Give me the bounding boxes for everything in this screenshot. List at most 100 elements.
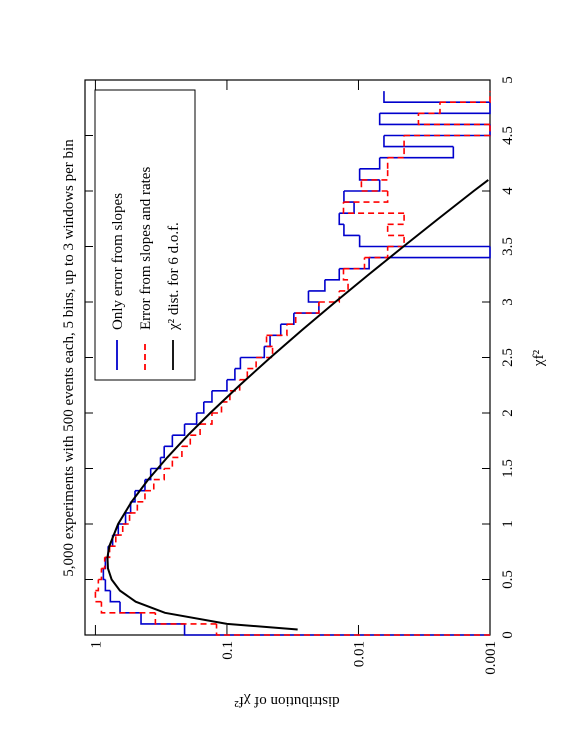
x-tick-label: 5	[500, 76, 516, 84]
y-axis-label: distribution of χf²	[234, 693, 340, 709]
curve	[106, 179, 489, 631]
histogram-step	[164, 457, 174, 470]
histogram-step	[439, 91, 491, 103]
y-tick-label: 0.1	[220, 641, 236, 660]
histogram-step	[339, 279, 349, 292]
histogram-step	[160, 446, 165, 459]
histogram-step	[109, 535, 117, 547]
histogram-step	[144, 479, 155, 492]
histogram-step	[343, 257, 366, 270]
histogram-step	[383, 135, 454, 148]
histogram-step	[144, 468, 152, 481]
histogram-step	[360, 179, 388, 192]
histogram-step	[211, 379, 228, 392]
histogram-step	[418, 102, 441, 115]
plot-area: 5,000 experiments with 500 events each, …	[61, 76, 547, 709]
x-tick-label: 2.5	[500, 348, 516, 367]
histogram-step	[109, 590, 121, 603]
histogram-step	[181, 435, 192, 448]
histogram-step	[104, 579, 111, 592]
histogram-step	[379, 146, 455, 159]
histogram-step	[234, 357, 242, 370]
histogram-step	[364, 246, 389, 259]
histogram-step	[369, 246, 491, 259]
x-tick-label: 4.5	[500, 126, 516, 145]
histogram-step	[293, 302, 320, 314]
histogram-step	[150, 457, 162, 470]
histogram-step	[339, 202, 355, 214]
histogram-step	[387, 146, 405, 159]
histogram-step	[383, 124, 491, 137]
histogram-step	[154, 612, 217, 625]
histogram-step	[359, 157, 381, 170]
histogram-step	[211, 401, 223, 414]
histogram-step	[137, 490, 146, 503]
histogram-step	[318, 290, 341, 303]
legend-label: Error from slopes and rates	[138, 167, 154, 330]
x-tick-label: 4	[500, 187, 516, 195]
x-tick-label: 1	[500, 520, 516, 528]
histogram-step	[343, 224, 360, 237]
histogram-step	[203, 390, 213, 403]
histogram-step	[361, 168, 389, 181]
x-tick-label: 3	[500, 298, 516, 306]
histogram-step	[266, 324, 288, 337]
x-tick-label: 1.5	[500, 459, 516, 478]
histogram-step	[295, 302, 320, 314]
histogram-step	[164, 435, 174, 448]
histogram-step	[404, 124, 491, 137]
histogram-step	[417, 113, 490, 126]
histogram-step	[343, 179, 381, 192]
x-tick-label: 0.5	[500, 570, 516, 589]
histogram-step	[256, 346, 274, 359]
histogram-step	[172, 424, 186, 436]
x-tick-label: 0	[500, 631, 516, 639]
x-tick-label: 2	[500, 409, 516, 417]
histogram-step	[280, 313, 295, 325]
histogram-step	[215, 623, 490, 636]
legend-label: Only error from slopes	[110, 193, 126, 330]
histogram-step	[122, 512, 131, 525]
histogram-step	[200, 413, 213, 425]
histogram-step	[342, 268, 349, 281]
histogram-step	[101, 557, 106, 570]
y-tick-label: 0.01	[351, 641, 367, 667]
histogram-step	[172, 446, 183, 459]
histogram-step	[358, 235, 490, 248]
legend-label: χ² dist. for 6 d.o.f.	[166, 222, 182, 331]
histogram-step	[239, 368, 249, 381]
histogram-step	[247, 357, 257, 370]
histogram-step	[386, 224, 405, 237]
histogram-step	[378, 113, 490, 126]
histogram-step	[184, 413, 198, 425]
histogram-step	[338, 213, 344, 226]
legend-box	[94, 89, 196, 381]
histogram-step	[379, 102, 491, 115]
histogram-step	[358, 168, 380, 181]
histogram-step	[308, 279, 326, 292]
histogram-step	[265, 335, 273, 348]
histogram-step	[240, 346, 266, 359]
histogram-step	[196, 401, 205, 414]
histogram-step	[115, 524, 124, 536]
y-tick-label: 0.001	[483, 641, 499, 675]
histogram-step	[387, 213, 405, 226]
histogram-step	[387, 235, 405, 248]
histogram-step	[190, 424, 201, 436]
histogram-step	[129, 501, 139, 514]
histogram-step	[343, 191, 389, 203]
histogram-step	[98, 568, 103, 581]
histogram-step	[307, 290, 319, 303]
histogram-step	[286, 313, 297, 325]
histogram-step	[383, 91, 490, 103]
histogram-step	[94, 590, 102, 603]
x-tick-label: 3.5	[500, 237, 516, 256]
histogram-step	[102, 568, 106, 581]
histogram-step	[95, 579, 100, 592]
y-tick-label: 1	[88, 641, 104, 649]
histogram-step	[343, 191, 355, 203]
chart-title: 5,000 experiments with 500 events each, …	[61, 139, 77, 577]
histogram-step	[100, 601, 156, 614]
histogram-step	[140, 612, 185, 625]
